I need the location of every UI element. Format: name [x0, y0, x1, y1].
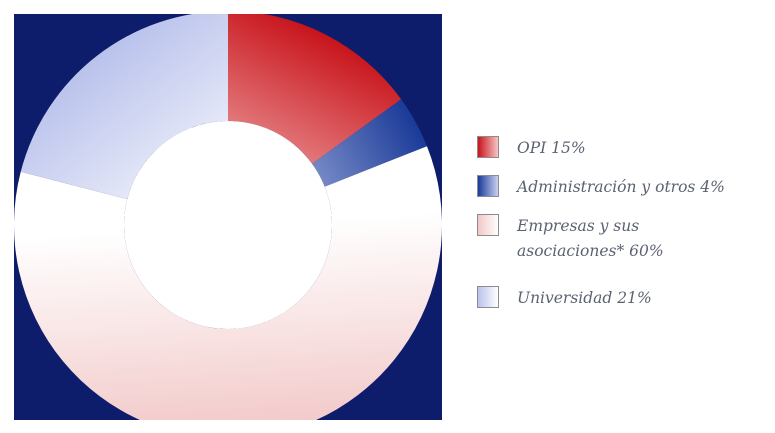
legend-item-opi: OPI 15%: [477, 136, 772, 161]
chart-panel: [14, 14, 442, 420]
legend-label-universidad: Universidad 21%: [517, 289, 652, 307]
legend-swatch-opi: [477, 136, 499, 158]
legend-item-universidad: Universidad 21%: [477, 286, 772, 311]
donut-chart: [14, 14, 442, 420]
legend-swatch-administracion: [477, 175, 499, 197]
legend-label-empresas: Empresas y sus asociaciones* 60%: [517, 217, 664, 260]
slice-empresas-y-sus-asociaciones: [14, 146, 442, 420]
slice-opi: [228, 14, 402, 164]
slice-administraci-n-y-otros: [312, 99, 427, 187]
legend: OPI 15% Administración y otros 4% Empres…: [477, 136, 772, 325]
slices-group: [14, 14, 442, 420]
legend-swatch-empresas: [477, 214, 499, 236]
donut-hole: [124, 121, 332, 329]
legend-item-administracion: Administración y otros 4%: [477, 175, 772, 200]
legend-swatch-universidad: [477, 286, 499, 308]
legend-label-administracion: Administración y otros 4%: [517, 178, 725, 196]
slice-universidad: [20, 14, 228, 200]
legend-label-opi: OPI 15%: [517, 139, 586, 157]
legend-item-empresas: Empresas y sus asociaciones* 60%: [477, 214, 772, 264]
